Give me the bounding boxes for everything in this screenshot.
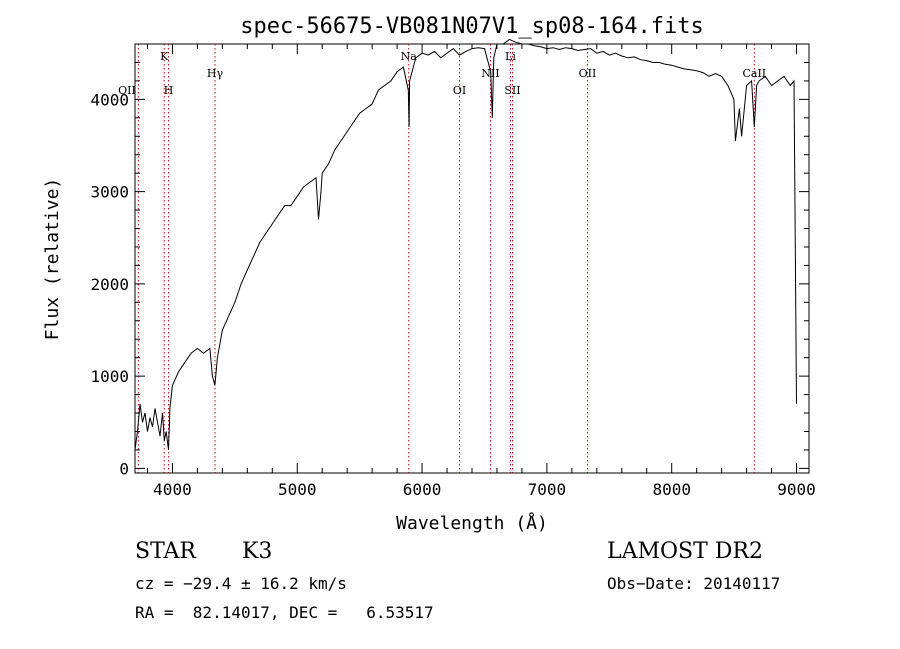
- line-marker-label: CaII: [742, 67, 766, 80]
- x-tick-label: 7000: [528, 480, 567, 499]
- object-class: STAR: [135, 539, 196, 564]
- data-release: LAMOST DR2: [607, 539, 763, 564]
- line-marker-label: SII: [504, 84, 520, 97]
- x-tick-label: 5000: [278, 480, 317, 499]
- y-tick-label: 3000: [90, 183, 129, 202]
- x-tick-label: 9000: [777, 480, 816, 499]
- y-axis: 0 1000 2000 3000 4000: [90, 61, 809, 478]
- x-tick-label: 6000: [403, 480, 442, 499]
- x-axis-label: Wavelength (Å): [396, 512, 548, 534]
- x-tick-label: 8000: [652, 480, 691, 499]
- y-tick-label: 1000: [90, 367, 129, 386]
- line-marker-label: H: [164, 84, 174, 97]
- line-marker-label: OII: [118, 84, 136, 97]
- y-axis-label: Flux (relative): [42, 178, 63, 341]
- line-marker-label: Li: [505, 50, 516, 63]
- x-axis: 4000 5000 6000 7000 8000 9000: [146, 44, 816, 499]
- line-marker-label: K: [160, 50, 169, 63]
- y-tick-label: 4000: [90, 90, 129, 109]
- line-marker-label: Na: [401, 50, 418, 63]
- y-tick-label: 0: [119, 459, 129, 478]
- chart-title: spec-56675-VB081N07V1_sp08-164.fits: [240, 14, 704, 39]
- object-subclass: K3: [242, 539, 273, 564]
- line-marker-label: OII: [579, 67, 597, 80]
- x-tick-label: 4000: [153, 480, 192, 499]
- observation-date: Obs−Date: 20140117: [607, 574, 781, 593]
- redshift-velocity: cz = −29.4 ± 16.2 km/s: [135, 574, 347, 593]
- spectrum-line: [134, 38, 797, 450]
- line-marker-label: Hγ: [207, 67, 224, 80]
- line-marker-label: OI: [453, 84, 466, 97]
- plot-frame: [134, 43, 810, 474]
- spectral-line-markers: [137, 44, 755, 473]
- ra-dec: RA = 82.14017, DEC = 6.53517: [135, 603, 434, 622]
- y-tick-label: 2000: [90, 275, 129, 294]
